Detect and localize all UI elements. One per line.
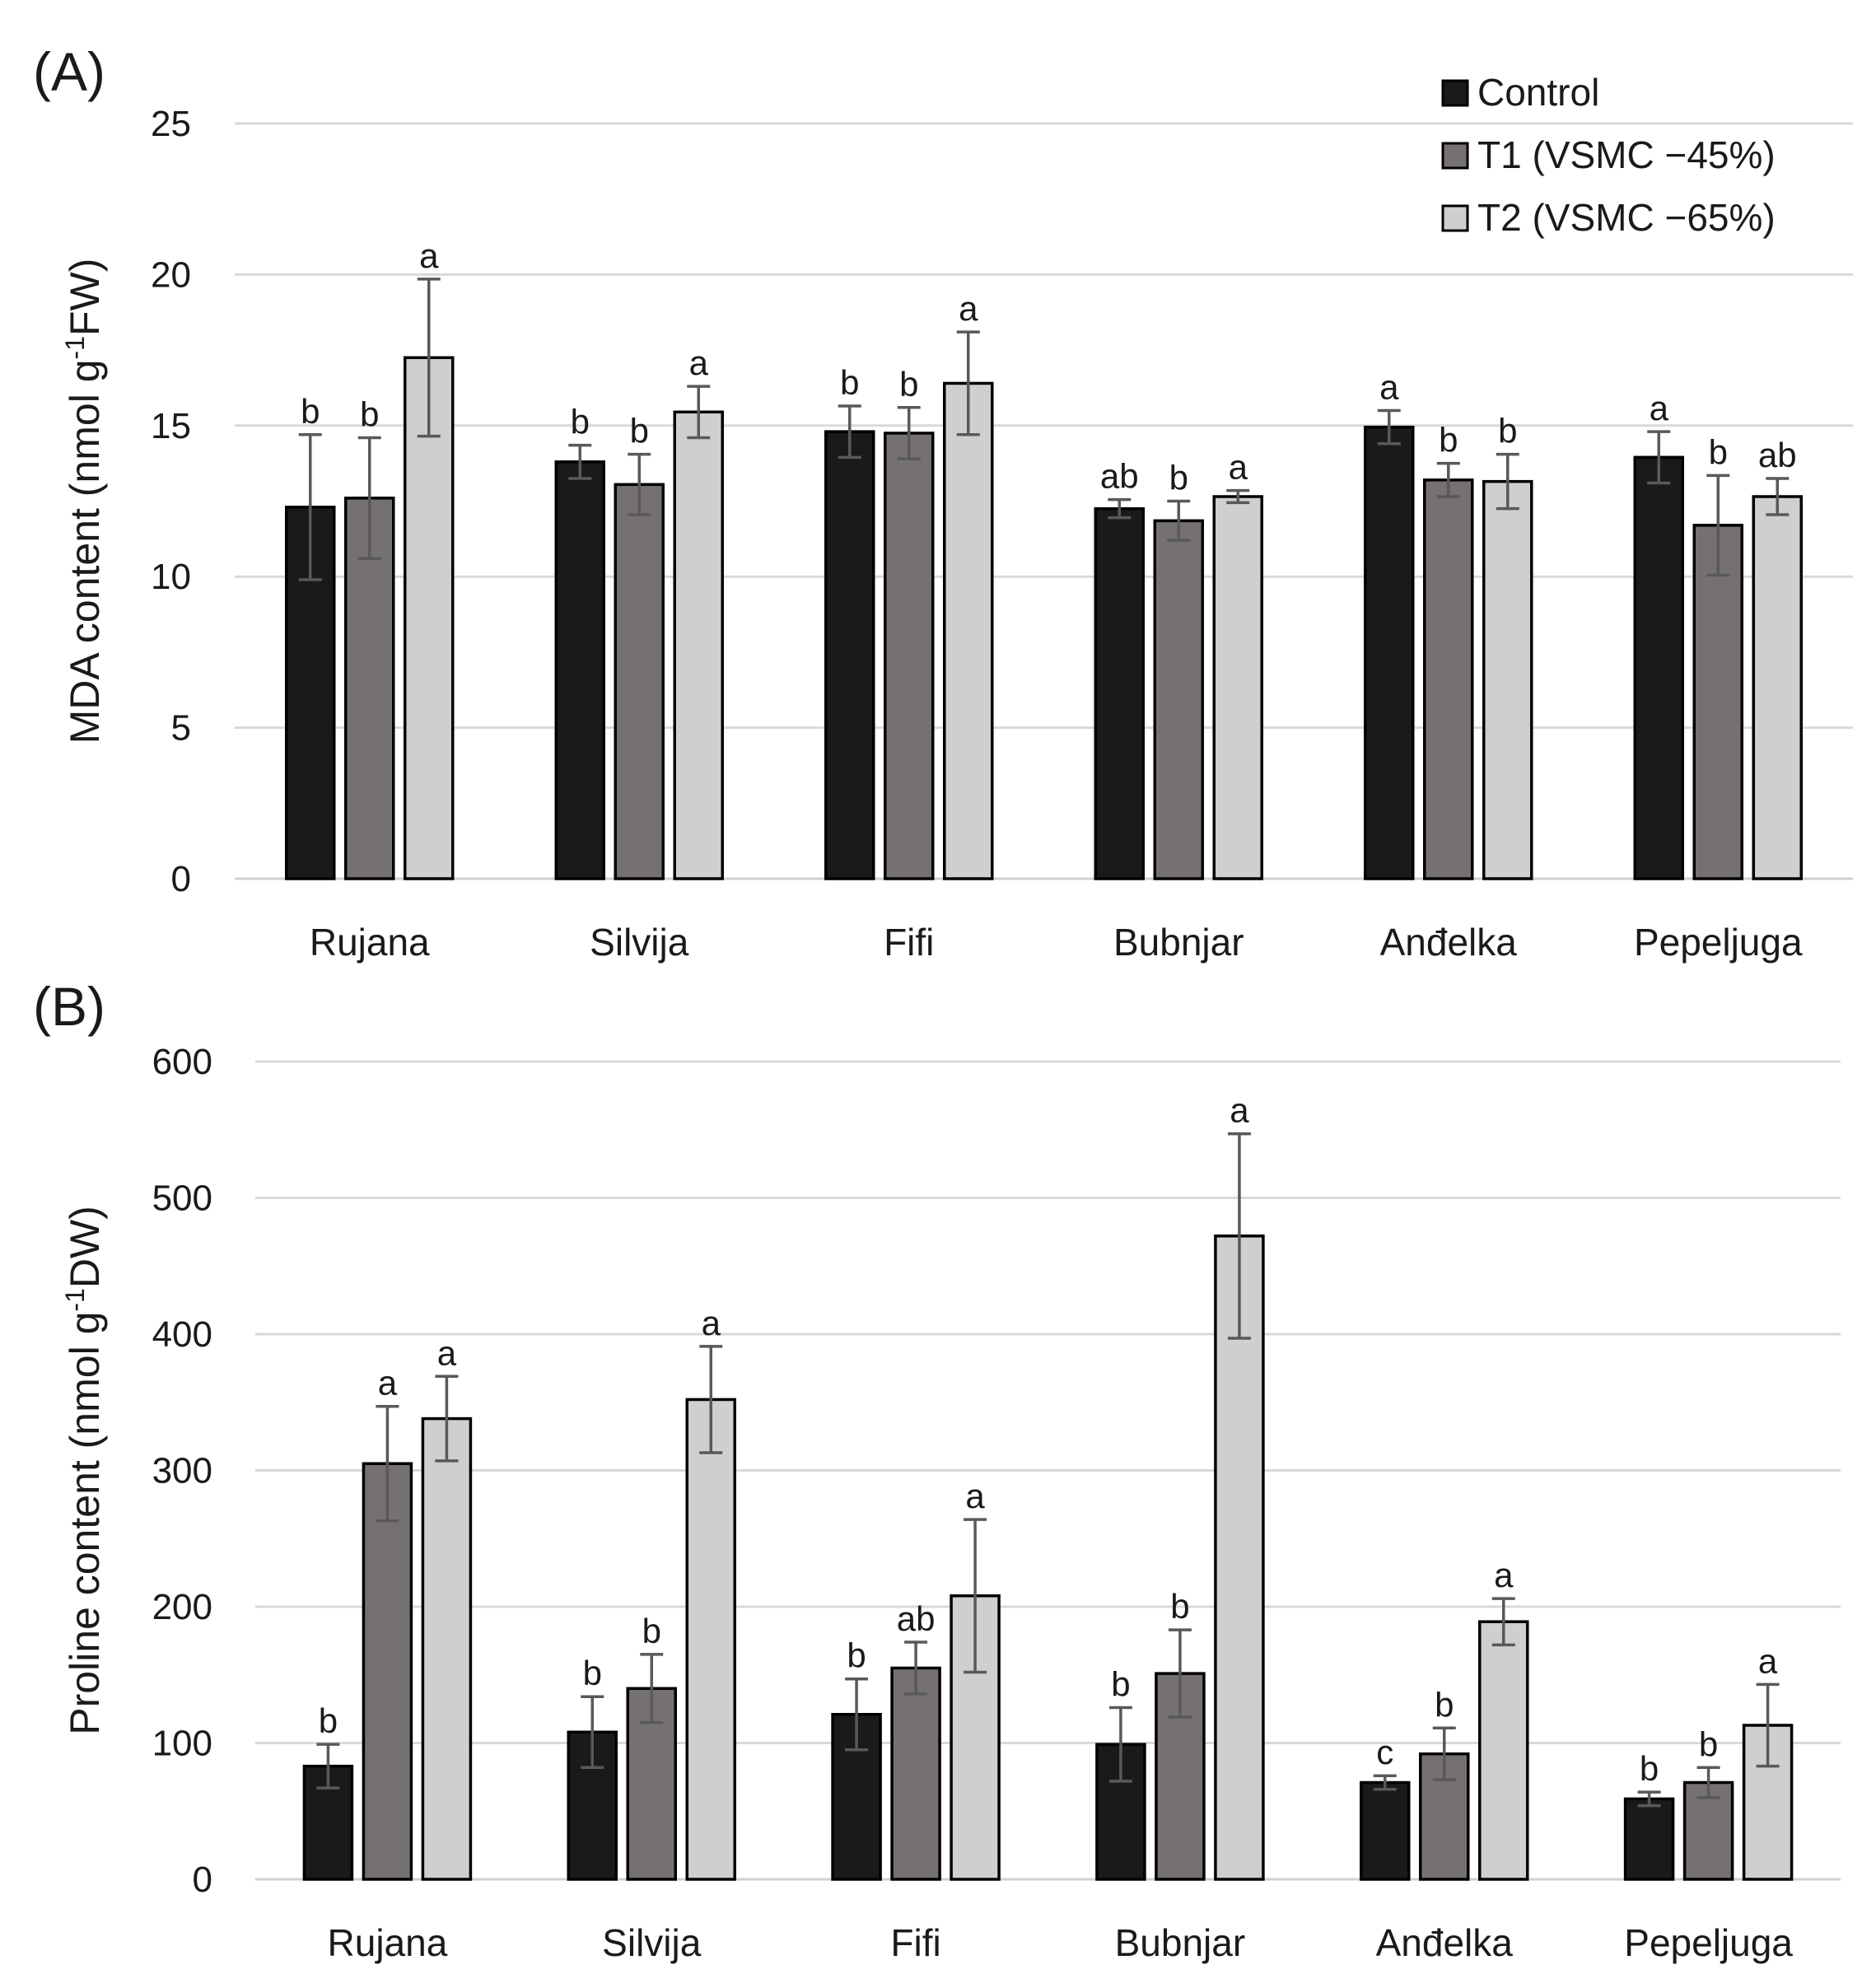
bar-bubnjar-series-1 [1094,506,1145,880]
significance-letter: b [1640,1749,1659,1788]
panel-b-proline-chart: (B) 0 100 200 300 400 500 600 Proline content (n… [33,976,1841,1964]
y-tick-label: 600 [152,1042,212,1082]
bar-anđelka-series-3 [1482,479,1533,880]
bar-pepeljuga-series-1 [1623,1797,1675,1881]
bar-fifi-series-1 [824,430,875,880]
y-tick-label: 0 [193,1860,212,1900]
x-category-label: Bubnjar [1113,921,1244,964]
y-tick-label: 100 [152,1724,212,1764]
y-tick-label: 5 [171,708,191,749]
significance-letter: b [630,412,649,450]
x-category-label: Silvija [602,1921,702,1964]
significance-letter: a [1230,1091,1249,1130]
x-category-label: Fifi [884,921,934,964]
significance-letter: a [419,236,439,275]
y-tick-label: 400 [152,1314,212,1355]
y-tick-label: 25 [151,104,191,144]
significance-letter: b [1169,459,1188,497]
x-category-label: Bubnjar [1115,1921,1246,1964]
significance-letter: a [437,1333,457,1372]
x-category-label: Anđelka [1376,1921,1514,1964]
significance-letter: b [583,1654,602,1692]
significance-letter: b [1439,421,1458,460]
bar-silvija-series-3 [673,410,724,880]
bar-anđelka-series-2 [1423,478,1474,880]
legend-label-1: Control [1477,71,1599,114]
significance-letter: a [1379,367,1399,406]
significance-letter: b [1111,1664,1130,1703]
significance-letter: b [1435,1685,1454,1724]
y-tick-label: 10 [151,557,191,597]
bar-anđelka-series-3 [1478,1620,1529,1881]
panel-a-mda-chart: (A) 0 5 10 15 20 25 MDA content (nmol g-1FW) Ruj… [33,41,1853,964]
y-tick-label: 300 [152,1451,212,1491]
significance-letter: b [840,363,859,402]
x-category-label: Silvija [590,921,689,964]
x-category-label: Pepeljuga [1624,1921,1793,1964]
y-axis-label: MDA content (nmol g-1FW) [60,259,108,744]
significance-letter: a [1494,1556,1514,1594]
bar-anđelka-series-1 [1364,425,1415,880]
bar-silvija-series-2 [614,483,665,880]
significance-letter: b [360,394,379,433]
significance-letter: b [847,1636,866,1675]
significance-letter: c [1376,1733,1393,1771]
legend: Control T1 (VSMC −45%) T2 (VSMC −65%) [1441,71,1776,239]
significance-letter: b [301,392,320,431]
bar-pepeljuga-series-2 [1692,524,1743,880]
bar-fifi-series-3 [943,381,994,880]
panel-label: (A) [33,41,105,102]
y-tick-label: 200 [152,1587,212,1627]
significance-letter: a [1758,1641,1778,1680]
significance-letter: b [319,1701,338,1740]
significance-letter: a [1229,448,1248,487]
significance-letter: ab [897,1599,936,1638]
bar-silvija-series-1 [554,460,605,880]
bar-rujana-series-3 [421,1416,473,1881]
significance-letter: a [378,1364,398,1402]
significance-letter: b [1709,432,1728,471]
panel-label: (B) [33,976,105,1037]
y-tick-label: 20 [151,254,191,295]
legend-label-3: T2 (VSMC −65%) [1477,196,1776,239]
bar-rujana-series-2 [362,1462,413,1881]
x-category-label: Anđelka [1380,921,1518,964]
significance-letter: b [1170,1587,1189,1626]
y-tick-label: 15 [151,406,191,446]
bar-silvija-series-3 [685,1398,736,1881]
significance-letter: ab [1758,436,1797,474]
legend-swatch-2 [1441,142,1469,170]
y-axis-label: Proline content (nmol g-1DW) [60,1206,108,1735]
bar-pepeljuga-series-1 [1633,455,1684,880]
bar-bubnjar-series-2 [1153,519,1204,880]
significance-letter: a [689,343,709,382]
y-tick-label: 500 [152,1178,212,1219]
bar-pepeljuga-series-3 [1752,495,1803,880]
x-category-label: Fifi [890,1921,940,1964]
significance-letter: b [899,365,918,404]
significance-letter: b [1498,412,1517,450]
legend-swatch-1 [1441,79,1469,107]
significance-letter: b [571,403,590,441]
bar-rujana-series-2 [344,497,395,880]
y-tick-label: 0 [171,859,191,899]
bar-fifi-series-2 [884,432,935,880]
x-category-label: Pepeljuga [1634,921,1803,964]
significance-letter: a [959,289,978,328]
significance-letter: a [702,1304,721,1342]
bar-anđelka-series-1 [1360,1780,1411,1881]
bar-fifi-series-2 [890,1666,941,1881]
legend-label-2: T1 (VSMC −45%) [1477,133,1776,176]
significance-letter: b [1699,1724,1718,1763]
x-category-label: Rujana [328,1921,448,1964]
significance-letter: b [642,1612,661,1650]
significance-letter: ab [1100,457,1139,496]
bar-bubnjar-series-3 [1212,495,1263,880]
significance-letter: a [965,1477,985,1515]
significance-letter: a [1650,389,1669,427]
legend-swatch-3 [1441,204,1469,232]
x-category-label: Rujana [310,921,430,964]
